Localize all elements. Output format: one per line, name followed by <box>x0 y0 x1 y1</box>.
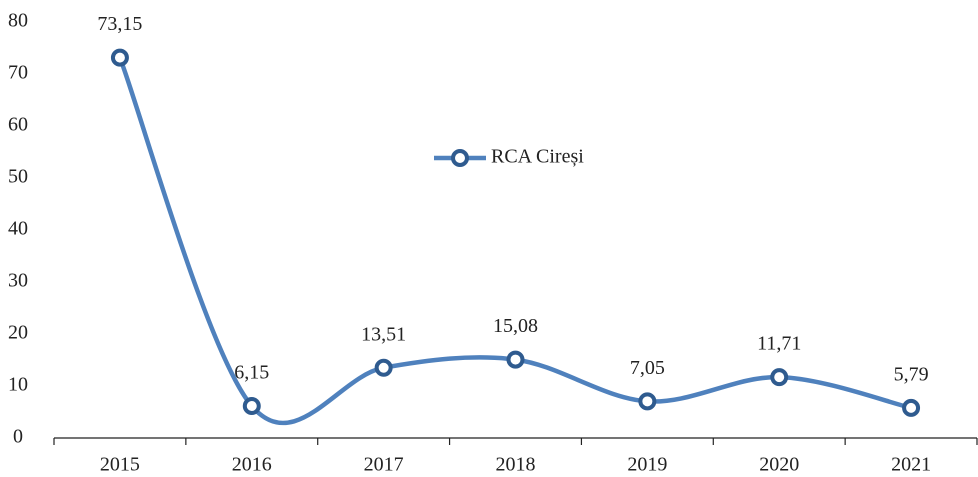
point-marker <box>638 392 657 411</box>
point-marker <box>110 48 129 67</box>
y-tick-label: 50 <box>8 166 28 188</box>
data-label: 11,71 <box>757 333 801 355</box>
y-tick-label: 80 <box>8 10 28 32</box>
y-tick-label: 60 <box>8 114 28 136</box>
x-tick-label: 2015 <box>100 454 140 476</box>
y-tick-label: 10 <box>8 374 28 396</box>
x-tick-label: 2016 <box>232 454 272 476</box>
series-line <box>117 55 914 426</box>
x-tick-label: 2019 <box>627 454 667 476</box>
y-tick-label: 30 <box>8 270 28 292</box>
x-tick-label: 2018 <box>496 454 536 476</box>
y-tick-label: 0 <box>13 426 23 448</box>
point-marker <box>242 397 261 416</box>
legend-marker <box>451 149 469 167</box>
x-tick-label: 2020 <box>759 454 799 476</box>
data-label: 6,15 <box>234 362 269 384</box>
data-label: 7,05 <box>630 357 665 379</box>
point-marker <box>902 398 921 417</box>
legend-label: RCA Cireși <box>491 146 584 168</box>
y-tick-label: 40 <box>8 218 28 240</box>
data-label: 15,08 <box>493 315 538 337</box>
y-tick-label: 70 <box>8 62 28 84</box>
point-marker <box>770 368 789 387</box>
point-marker <box>506 350 525 369</box>
y-tick-label: 20 <box>8 322 28 344</box>
data-label: 5,79 <box>894 363 929 385</box>
x-tick-label: 2021 <box>891 454 931 476</box>
x-tick-label: 2017 <box>364 454 404 476</box>
data-label: 13,51 <box>361 323 406 345</box>
point-marker <box>374 358 393 377</box>
data-label: 73,15 <box>97 13 142 35</box>
